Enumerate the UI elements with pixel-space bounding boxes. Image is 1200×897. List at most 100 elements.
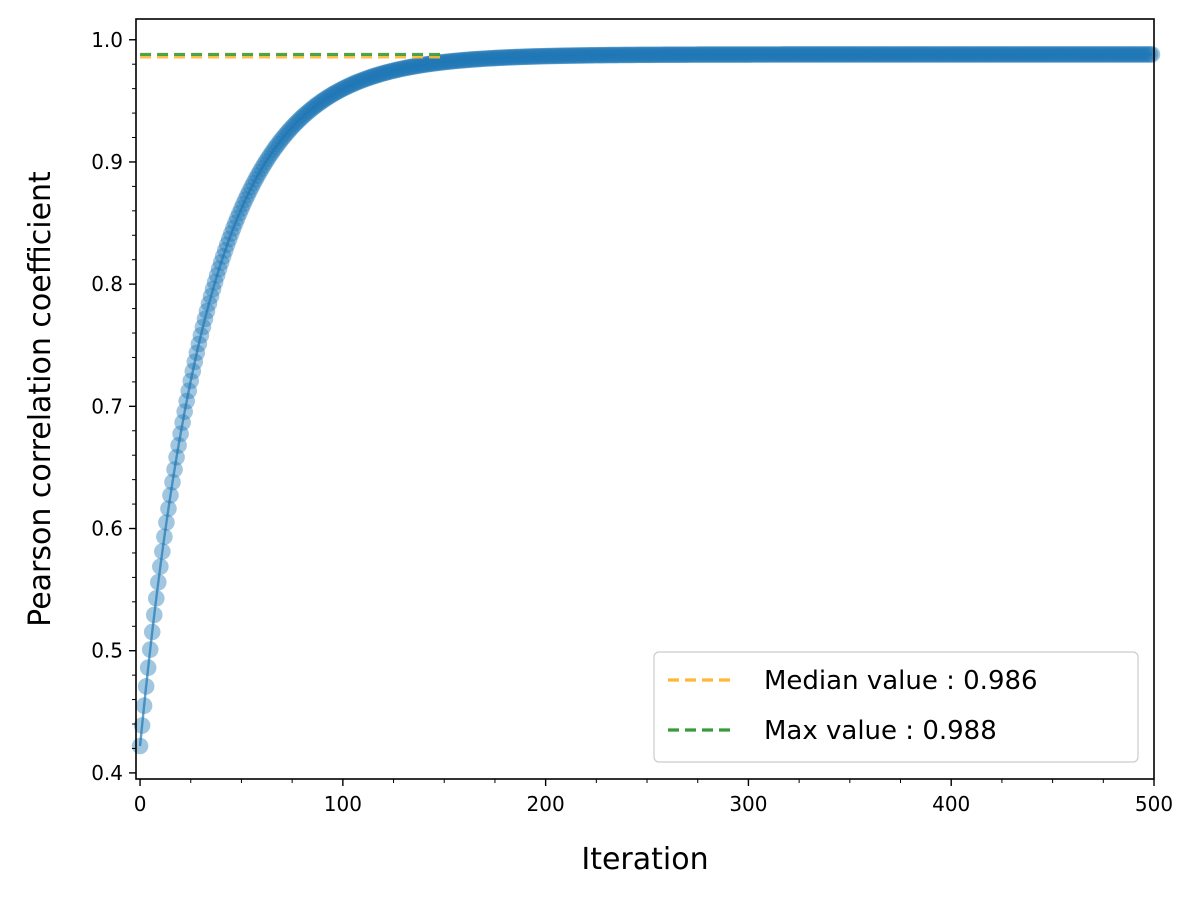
data-point	[1125, 46, 1143, 63]
data-point	[685, 46, 702, 63]
data-point	[837, 46, 855, 63]
data-point	[890, 46, 907, 63]
x-tick-label: 0	[134, 792, 147, 816]
data-point	[490, 49, 508, 67]
data-point	[699, 46, 717, 63]
series-line	[138, 53, 1152, 747]
data-point	[630, 46, 648, 64]
data-point	[180, 382, 198, 400]
data-point	[137, 678, 155, 695]
x-axis-label: Iteration	[581, 842, 708, 877]
data-point	[581, 47, 599, 64]
data-point	[553, 47, 571, 65]
data-point	[833, 46, 851, 63]
data-point	[792, 46, 810, 63]
data-point	[602, 46, 619, 64]
data-point	[1013, 46, 1031, 63]
data-point	[794, 46, 812, 63]
data-point	[1052, 46, 1070, 63]
data-point	[350, 73, 368, 90]
data-point	[170, 437, 187, 454]
data-point	[385, 62, 402, 79]
data-point	[847, 46, 865, 63]
data-point	[401, 58, 419, 76]
data-point	[894, 46, 911, 63]
data-point	[227, 214, 244, 232]
data-point	[805, 46, 822, 63]
data-point	[439, 53, 457, 70]
data-point	[802, 46, 820, 63]
data-point	[314, 92, 331, 110]
data-point	[1007, 46, 1025, 63]
data-point	[277, 125, 295, 143]
data-point	[147, 590, 165, 607]
data-point	[853, 46, 871, 63]
data-point	[460, 51, 477, 69]
data-point	[687, 46, 704, 63]
data-point	[861, 46, 879, 63]
data-point	[164, 473, 181, 491]
data-point	[206, 273, 224, 291]
data-point	[377, 64, 394, 82]
data-point	[397, 59, 415, 77]
data-point	[772, 46, 790, 63]
data-point	[796, 46, 814, 63]
data-point	[423, 55, 441, 72]
data-point	[875, 46, 893, 63]
legend: Median value : 0.986 Max value : 0.988	[653, 651, 1139, 763]
data-point	[279, 123, 297, 140]
data-point	[318, 89, 335, 107]
data-point	[231, 204, 248, 222]
data-point	[1099, 46, 1116, 63]
data-point	[608, 46, 625, 64]
data-point	[586, 46, 603, 64]
y-tick-label: 0.4	[91, 761, 123, 785]
data-point	[304, 100, 321, 117]
data-point	[458, 51, 475, 69]
data-point	[1139, 46, 1157, 63]
data-point	[405, 58, 423, 75]
data-point	[533, 47, 550, 65]
data-point	[1109, 46, 1126, 63]
x-tick-label: 100	[324, 792, 362, 816]
data-point	[732, 46, 749, 63]
data-point	[324, 86, 342, 103]
data-point	[993, 46, 1011, 63]
data-point	[537, 47, 554, 65]
data-point	[616, 46, 634, 64]
data-point	[480, 50, 498, 67]
data-point	[569, 47, 587, 64]
data-point	[892, 46, 909, 63]
data-point	[243, 178, 260, 196]
data-point	[667, 46, 684, 63]
data-point	[141, 641, 159, 658]
data-point	[158, 514, 175, 531]
data-point	[517, 48, 534, 66]
data-point	[819, 46, 836, 63]
data-point	[995, 46, 1013, 63]
data-point	[168, 448, 185, 466]
data-point	[1068, 46, 1086, 63]
data-point	[1034, 46, 1051, 63]
data-point	[190, 335, 208, 353]
data-point	[577, 47, 595, 64]
data-point	[462, 51, 479, 68]
data-point	[229, 209, 246, 227]
data-point	[322, 87, 339, 104]
data-point	[565, 47, 583, 64]
data-point	[1092, 46, 1110, 63]
data-point	[373, 65, 390, 83]
data-point	[999, 46, 1017, 63]
data-point	[936, 46, 954, 63]
data-point	[612, 46, 629, 64]
data-point	[296, 106, 313, 124]
data-point	[348, 73, 366, 91]
data-point	[953, 46, 970, 63]
data-point	[985, 46, 1003, 63]
data-point	[1076, 46, 1094, 63]
data-point	[882, 46, 899, 63]
data-point	[938, 46, 956, 63]
data-point	[202, 287, 220, 305]
data-point	[186, 353, 204, 371]
data-point	[1005, 46, 1023, 63]
